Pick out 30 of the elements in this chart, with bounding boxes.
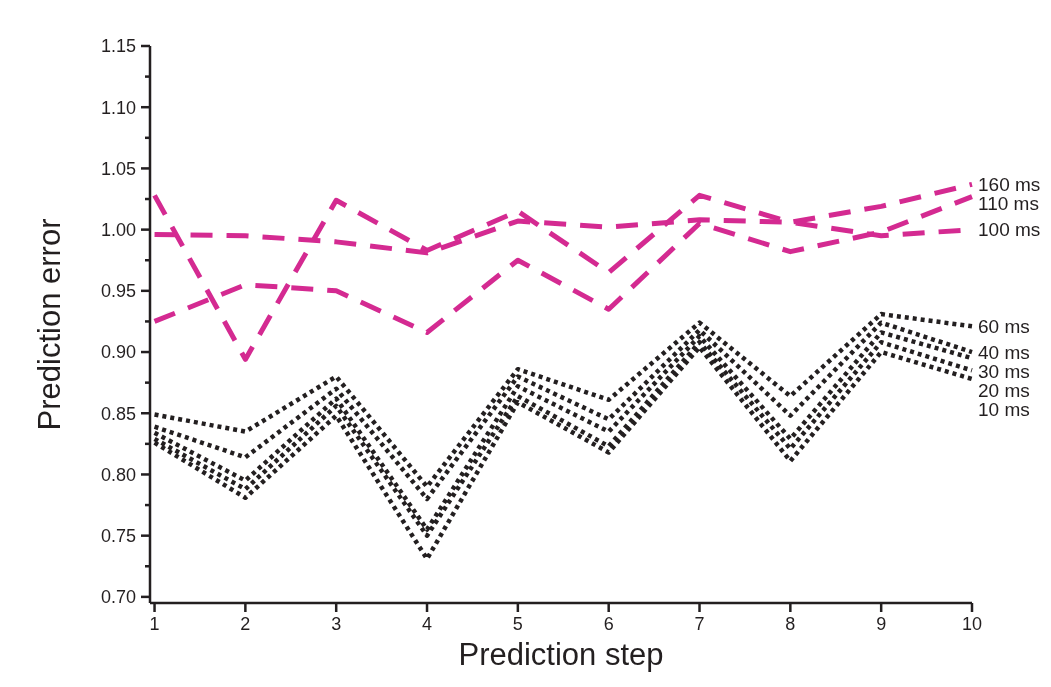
y-tick-label: 0.70 xyxy=(100,587,136,608)
y-tick-label: 0.80 xyxy=(100,464,136,485)
x-tick-label: 10 xyxy=(961,614,983,634)
series-label: 60 ms xyxy=(978,315,1030,337)
y-tick-label: 1.00 xyxy=(100,219,136,240)
x-tick-label: 6 xyxy=(603,614,614,634)
series-label: 10 ms xyxy=(978,398,1030,420)
y-tick-label: 1.10 xyxy=(100,97,136,118)
y-tick-label: 0.85 xyxy=(100,403,136,424)
x-tick-label: 4 xyxy=(422,614,433,634)
y-axis-title: Prediction error xyxy=(32,218,67,431)
x-tick-label: 2 xyxy=(240,614,251,634)
x-tick-label: 3 xyxy=(331,614,342,634)
series-label: 40 ms xyxy=(978,341,1030,363)
x-tick-label: 8 xyxy=(785,614,796,634)
series-label: 160 ms xyxy=(978,173,1041,195)
x-tick-label: 9 xyxy=(876,614,887,634)
series-label: 20 ms xyxy=(978,379,1030,401)
series-label: 30 ms xyxy=(978,360,1030,382)
x-tick-label: 1 xyxy=(149,614,160,634)
x-tick-label: 7 xyxy=(694,614,705,634)
y-tick-label: 1.05 xyxy=(100,158,136,179)
y-tick-label: 0.95 xyxy=(100,281,136,302)
series-label: 100 ms xyxy=(978,219,1041,241)
y-tick-label: 1.15 xyxy=(100,36,136,57)
y-tick-label: 0.90 xyxy=(100,342,136,363)
x-tick-label: 5 xyxy=(512,614,523,634)
series-label: 110 ms xyxy=(978,192,1039,214)
y-tick-label: 0.75 xyxy=(100,525,136,546)
x-axis-title: Prediction step xyxy=(458,637,664,672)
